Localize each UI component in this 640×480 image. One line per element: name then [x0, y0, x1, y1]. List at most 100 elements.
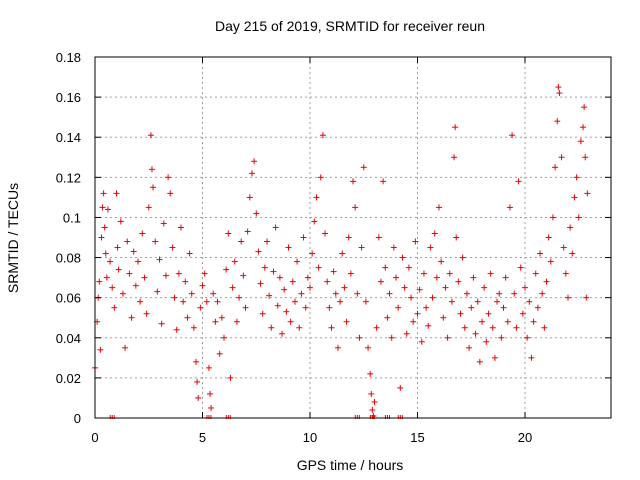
- data-point: [102, 250, 109, 257]
- x-tick-label: 5: [199, 430, 206, 445]
- data-point: [195, 394, 202, 401]
- data-point: [418, 338, 425, 345]
- data-point: [476, 358, 483, 365]
- data-point: [452, 124, 459, 131]
- data-point: [412, 238, 419, 245]
- data-point: [101, 224, 108, 231]
- data-point: [98, 234, 105, 241]
- data-point: [122, 344, 129, 351]
- data-point: [244, 228, 251, 235]
- data-point: [393, 274, 399, 281]
- data-point: [583, 294, 590, 301]
- data-point: [573, 174, 580, 181]
- data-point: [233, 318, 240, 325]
- data-point: [165, 174, 172, 181]
- data-point: [502, 274, 509, 281]
- data-point: [474, 298, 481, 305]
- data-point: [444, 334, 451, 341]
- data-point: [236, 294, 243, 301]
- data-point: [238, 238, 245, 245]
- data-point: [194, 378, 201, 385]
- data-point: [362, 298, 369, 305]
- data-point: [530, 318, 537, 325]
- data-point: [214, 298, 221, 305]
- data-point: [154, 288, 161, 295]
- data-point: [175, 270, 182, 277]
- data-point: [309, 250, 316, 257]
- data-point: [509, 132, 516, 139]
- data-point: [504, 318, 511, 325]
- data-point: [575, 214, 582, 221]
- data-point: [322, 230, 329, 237]
- y-axis-label: SRMTID / TECUs: [5, 183, 21, 293]
- data-point: [368, 390, 375, 397]
- data-point: [479, 318, 485, 325]
- data-point: [451, 154, 458, 161]
- data-point: [291, 298, 298, 305]
- data-point: [287, 318, 294, 325]
- data-point: [350, 178, 356, 185]
- data-point: [489, 324, 496, 331]
- data-point: [104, 206, 111, 213]
- data-point: [334, 344, 341, 351]
- data-point: [491, 354, 498, 361]
- data-point: [539, 290, 546, 297]
- data-point: [208, 404, 215, 411]
- data-point: [148, 166, 155, 173]
- x-tick-label: 20: [518, 430, 532, 445]
- data-point: [367, 370, 374, 377]
- data-point: [463, 290, 470, 297]
- data-point: [251, 158, 258, 165]
- data-point: [246, 194, 253, 201]
- data-point: [167, 190, 174, 197]
- data-point: [354, 290, 361, 297]
- data-point: [517, 264, 524, 271]
- data-point: [231, 258, 238, 265]
- data-point: [147, 132, 154, 139]
- data-point: [382, 264, 389, 271]
- y-tick-label: 0.16: [56, 90, 81, 105]
- data-point: [119, 290, 126, 297]
- data-point: [126, 270, 133, 277]
- data-point: [169, 244, 176, 251]
- data-point: [201, 270, 208, 277]
- data-point: [156, 256, 163, 263]
- data-point: [218, 314, 225, 321]
- data-point: [555, 84, 562, 91]
- x-tick-label: 0: [91, 430, 98, 445]
- data-point: [494, 298, 501, 305]
- y-tick-label: 0.18: [56, 50, 81, 65]
- data-point: [285, 244, 292, 251]
- data-point: [317, 174, 324, 181]
- data-point: [107, 258, 114, 265]
- data-point: [577, 138, 584, 145]
- data-point: [442, 284, 449, 291]
- data-point: [581, 104, 588, 111]
- y-tick-label: 0.14: [56, 130, 81, 145]
- data-point: [427, 244, 434, 251]
- data-point: [283, 308, 290, 315]
- data-point: [203, 298, 210, 305]
- data-point: [137, 298, 144, 305]
- y-tick-label: 0.02: [56, 371, 81, 386]
- data-point: [143, 310, 150, 317]
- data-point: [414, 310, 421, 317]
- data-point: [337, 298, 344, 305]
- x-axis-label: GPS time / hours: [297, 457, 404, 473]
- data-point: [433, 274, 440, 281]
- data-point: [311, 218, 318, 225]
- data-point: [99, 204, 106, 211]
- data-point: [487, 270, 494, 277]
- data-point: [496, 290, 503, 297]
- data-point: [313, 194, 320, 201]
- chart-title: Day 215 of 2019, SRMTID for receiver reu…: [215, 18, 485, 34]
- data-point: [519, 310, 526, 317]
- data-point: [124, 238, 131, 245]
- data-point: [158, 320, 165, 327]
- data-point: [466, 344, 473, 351]
- data-point: [248, 170, 255, 177]
- data-point: [515, 178, 522, 185]
- data-point: [423, 304, 430, 311]
- data-point: [582, 154, 589, 161]
- data-point: [261, 264, 268, 271]
